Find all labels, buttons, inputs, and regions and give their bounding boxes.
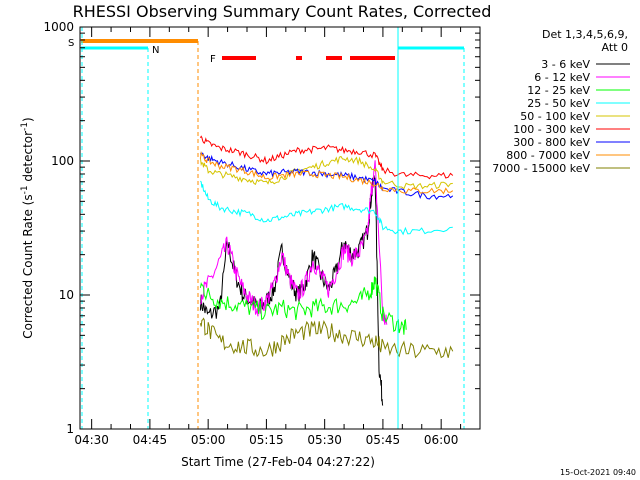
series-line-12-25-kev: [199, 275, 407, 335]
series-line-300-800-kev: [199, 151, 454, 200]
legend-label-800-7000-kev: 800 - 7000 keV: [506, 149, 590, 162]
x-tick-label: 04:45: [133, 433, 168, 447]
y-axis-label-exp-1: -1: [20, 185, 30, 194]
y-tick-label: 100: [51, 154, 74, 168]
legend-label-50-100-kev: 50 - 100 keV: [520, 110, 590, 123]
saa-label: S: [68, 38, 74, 49]
x-tick-label: 06:00: [424, 433, 459, 447]
legend-label-3-6-kev: 3 - 6 keV: [541, 58, 590, 71]
y-axis-label-part-3: ): [21, 117, 35, 122]
y-tick-label: 1: [66, 422, 74, 436]
x-tick-label: 05:00: [191, 433, 226, 447]
series-line-6-12-kev: [199, 160, 388, 325]
legend-label-7000-15000-kev: 7000 - 15000 keV: [492, 162, 590, 175]
plot-frame: [79, 26, 481, 430]
y-axis-label: Corrected Count Rate (s-1 detector-1): [20, 117, 35, 338]
x-axis-label: Start Time (27-Feb-04 04:27:22): [181, 455, 375, 469]
chart-title: RHESSI Observing Summary Count Rates, Co…: [73, 2, 492, 21]
series-line-7000-15000-kev: [199, 317, 454, 359]
x-tick-label: 04:30: [74, 433, 109, 447]
legend-label-12-25-kev: 12 - 25 keV: [527, 84, 590, 97]
series-layer: [199, 135, 454, 406]
series-line-800-7000-kev: [199, 150, 454, 195]
x-tick-label: 05:30: [307, 433, 342, 447]
generation-timestamp: 15-Oct-2021 09:40: [560, 468, 636, 477]
y-axis-label-part-1: Corrected Count Rate (s: [21, 194, 35, 338]
legend-label-300-800-kev: 300 - 800 keV: [513, 136, 590, 149]
legend-header-line-2: Att 0: [602, 41, 628, 54]
series-line-50-100-kev: [199, 155, 453, 191]
x-tick-label: 05:45: [366, 433, 401, 447]
night-label: N: [152, 45, 159, 56]
y-axis-label-exp-2: -1: [20, 122, 30, 131]
legend-header-line-1: Det 1,3,4,5,6,9,: [542, 28, 628, 41]
series-line-3-6-kev: [199, 175, 384, 406]
series-line-25-50-kev: [200, 180, 453, 236]
legend-label-6-12-kev: 6 - 12 keV: [534, 71, 590, 84]
y-tick-label: 10: [59, 288, 74, 302]
y-axis-label-part-2: detector: [21, 131, 35, 186]
legend-label-25-50-kev: 25 - 50 keV: [527, 97, 590, 110]
ticks-layer: 1 10 100 1000 04:30 04:45 05:00 05:15 05:30 05:45…: [43, 20, 481, 447]
y-tick-label: 1000: [43, 20, 74, 34]
series-line-100-300-kev: [199, 135, 454, 180]
overlay-layer: S N F: [68, 27, 465, 429]
legend-label-100-300-kev: 100 - 300 keV: [513, 123, 590, 136]
x-tick-label: 05:15: [249, 433, 284, 447]
y-axis-label-group: Corrected Count Rate (s-1 detector-1): [20, 117, 35, 338]
flare-label: F: [210, 54, 216, 65]
